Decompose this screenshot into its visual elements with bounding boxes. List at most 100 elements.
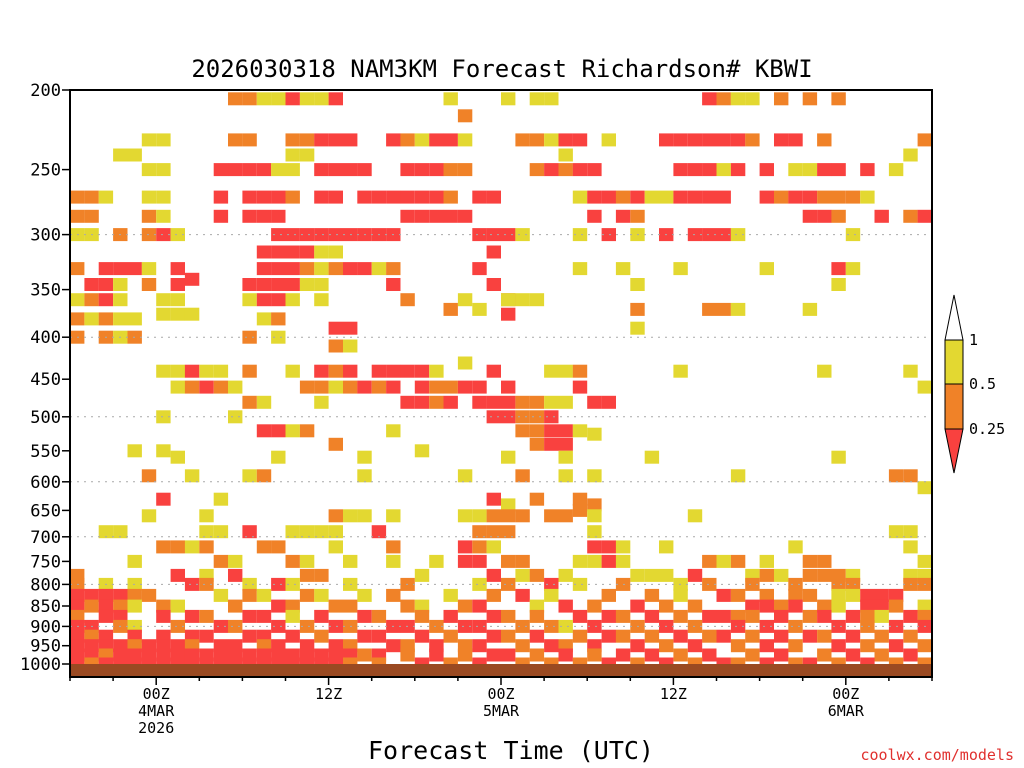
heatmap-cell bbox=[414, 395, 430, 409]
heatmap-cell bbox=[501, 450, 516, 464]
y-tick-label: 250 bbox=[30, 161, 61, 181]
heatmap-cell bbox=[572, 163, 588, 177]
heatmap-cell bbox=[113, 148, 128, 162]
heatmap-cell bbox=[457, 599, 473, 613]
heatmap-cell bbox=[917, 380, 932, 394]
heatmap-cell bbox=[285, 278, 300, 291]
heatmap-cell bbox=[802, 629, 818, 643]
heatmap-cell bbox=[587, 509, 602, 523]
heatmap-cell bbox=[486, 410, 501, 424]
heatmap-cell bbox=[831, 262, 846, 276]
heatmap-cell bbox=[587, 163, 602, 177]
heatmap-cell bbox=[860, 588, 875, 602]
heatmap-cell bbox=[443, 133, 458, 147]
heatmap-cell bbox=[242, 609, 257, 623]
heatmap-cell bbox=[242, 133, 257, 147]
heatmap-cell bbox=[687, 639, 703, 653]
y-tick-label: 650 bbox=[30, 501, 61, 521]
y-tick-label: 1000 bbox=[20, 655, 61, 675]
heatmap-cell bbox=[917, 609, 932, 623]
heatmap-cell bbox=[615, 262, 631, 276]
heatmap-cell bbox=[802, 609, 818, 623]
heatmap-cell bbox=[242, 525, 257, 539]
heatmap-cell bbox=[213, 163, 229, 177]
heatmap-cell bbox=[860, 619, 875, 633]
heatmap-cell bbox=[328, 245, 343, 259]
heatmap-cell bbox=[831, 450, 846, 464]
heatmap-cell bbox=[371, 190, 387, 204]
heatmap-cell bbox=[716, 588, 731, 602]
heatmap-cell bbox=[601, 228, 616, 242]
heatmap-cell bbox=[831, 619, 846, 633]
heatmap-cell bbox=[544, 619, 559, 633]
heatmap-cell bbox=[572, 262, 588, 276]
heatmap-cell bbox=[673, 648, 688, 662]
heatmap-cell bbox=[472, 395, 487, 409]
heatmap-cell bbox=[486, 509, 501, 523]
heatmap-cell bbox=[745, 648, 760, 662]
heatmap-cell bbox=[630, 278, 645, 291]
heatmap-cell bbox=[228, 410, 243, 424]
heatmap-cell bbox=[170, 450, 185, 464]
heatmap-cell bbox=[414, 629, 430, 643]
heatmap-cell bbox=[630, 599, 645, 613]
heatmap-cell bbox=[84, 278, 99, 291]
heatmap-cell bbox=[457, 209, 473, 223]
heatmap-cell bbox=[544, 588, 559, 602]
heatmap-cell bbox=[256, 312, 272, 326]
heatmap-cell bbox=[285, 577, 300, 591]
heatmap-cell bbox=[156, 364, 171, 378]
heatmap-cell bbox=[817, 648, 832, 662]
heatmap-cell bbox=[874, 209, 889, 223]
heatmap-cell bbox=[644, 190, 660, 204]
heatmap-cell bbox=[271, 540, 286, 554]
heatmap-cell bbox=[199, 525, 214, 539]
heatmap-cell bbox=[831, 92, 846, 106]
y-tick-label: 200 bbox=[30, 81, 61, 101]
heatmap-cell bbox=[70, 293, 85, 307]
heatmap-cell bbox=[156, 444, 171, 458]
heatmap-cell bbox=[888, 469, 904, 483]
heatmap-cell bbox=[687, 619, 703, 633]
heatmap-cell bbox=[730, 554, 746, 568]
heatmap-cell bbox=[299, 262, 315, 276]
heatmap-cell bbox=[328, 437, 343, 451]
heatmap-cell bbox=[802, 302, 818, 316]
heatmap-cell bbox=[759, 554, 774, 568]
heatmap-cell bbox=[515, 554, 530, 568]
heatmap-cell bbox=[256, 469, 272, 483]
heatmap-cell bbox=[515, 588, 530, 602]
heatmap-cell bbox=[400, 648, 415, 662]
heatmap-cell bbox=[802, 92, 818, 106]
heatmap-cell bbox=[98, 525, 114, 539]
heatmap-cell bbox=[299, 380, 315, 394]
heatmap-cell bbox=[371, 380, 387, 394]
heatmap-cell bbox=[199, 577, 214, 591]
heatmap-cell bbox=[558, 395, 573, 409]
heatmap-cell bbox=[673, 609, 688, 623]
heatmap-cell bbox=[716, 554, 731, 568]
heatmap-cell bbox=[903, 609, 918, 623]
heatmap-cell bbox=[213, 190, 229, 204]
heatmap-cell bbox=[572, 133, 588, 147]
heatmap-cell bbox=[343, 364, 358, 378]
heatmap-cell bbox=[702, 163, 717, 177]
heatmap-cell bbox=[84, 588, 99, 602]
heatmap-cell bbox=[587, 554, 602, 568]
heatmap-cell bbox=[371, 629, 387, 643]
heatmap-cell bbox=[314, 609, 329, 623]
heatmap-cell bbox=[156, 609, 171, 623]
heatmap-cell bbox=[529, 568, 545, 582]
heatmap-cell bbox=[558, 163, 573, 177]
heatmap-cell bbox=[156, 293, 171, 307]
heatmap-cell bbox=[587, 648, 602, 662]
heatmap-cell bbox=[156, 540, 171, 554]
heatmap-cell bbox=[386, 554, 401, 568]
heatmap-cell bbox=[529, 163, 545, 177]
heatmap-cell bbox=[213, 554, 229, 568]
heatmap-cell bbox=[472, 554, 487, 568]
heatmap-cell bbox=[529, 648, 545, 662]
heatmap-cell bbox=[299, 148, 315, 162]
heatmap-cell bbox=[285, 554, 300, 568]
heatmap-cell bbox=[486, 228, 501, 242]
